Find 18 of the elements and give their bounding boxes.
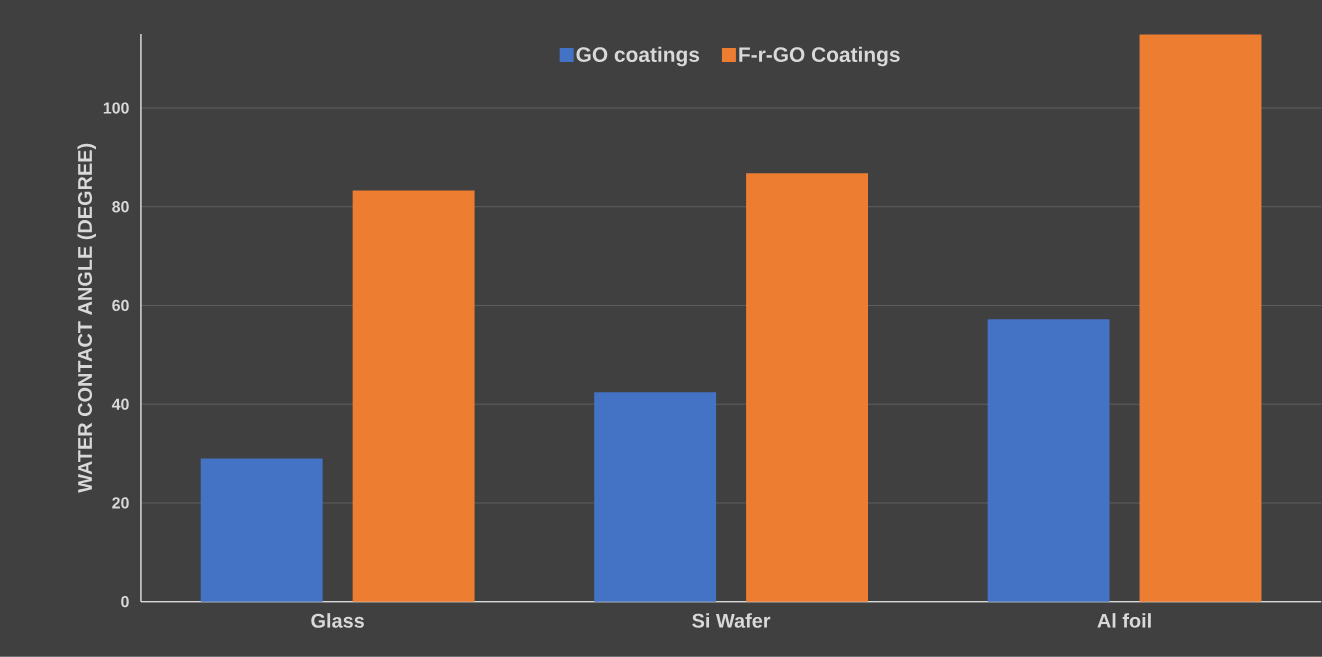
bar xyxy=(594,392,717,602)
y-tick-label: 0 xyxy=(121,596,129,608)
bar xyxy=(200,458,323,602)
x-tick-label: Al foil xyxy=(1097,613,1151,628)
bar xyxy=(352,190,475,602)
legend-label: GO coatings xyxy=(576,46,700,67)
bar xyxy=(1139,34,1262,602)
bar xyxy=(746,173,869,602)
y-tick-label: 80 xyxy=(112,201,129,213)
y-tick-label: 60 xyxy=(112,300,129,312)
y-tick-label: 20 xyxy=(112,497,129,509)
y-axis-title: WATER CONTACT ANGLE (DEGREE) xyxy=(77,144,96,493)
x-tick-label: Glass xyxy=(311,613,364,628)
y-tick-label: 40 xyxy=(111,398,129,411)
y-tick-label: 100 xyxy=(103,102,129,114)
bar xyxy=(987,319,1110,602)
x-tick-label: Si Wafer xyxy=(692,613,771,628)
legend-label: F-r-GO Coatings xyxy=(739,46,900,67)
